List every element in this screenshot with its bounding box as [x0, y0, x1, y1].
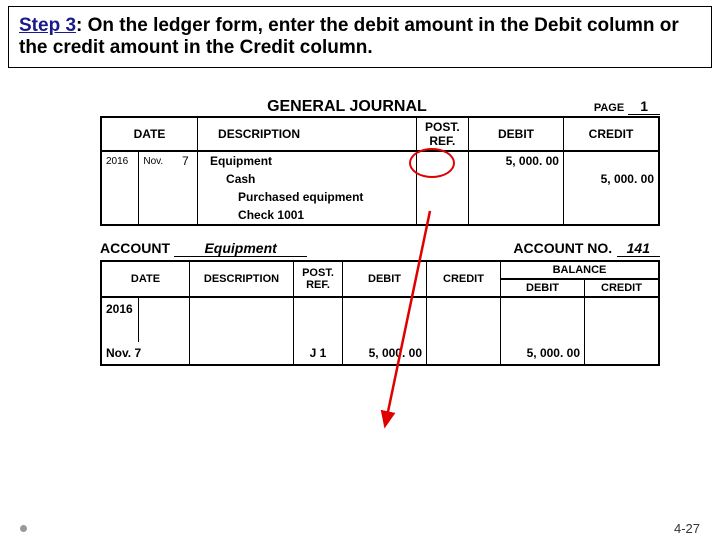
cell-desc3: Purchased equipment	[198, 188, 417, 206]
page-footer: 4-27	[674, 521, 700, 536]
lcell-debit: 5, 000. 00	[343, 342, 427, 365]
footer-bullet-icon	[20, 525, 27, 532]
lcol-debit: DEBIT	[343, 261, 427, 297]
col-postref: POST. REF.	[416, 117, 468, 151]
table-row: 2016	[101, 297, 659, 320]
table-row: 2016 Nov. 7 Equipment 5, 000. 00	[101, 151, 659, 170]
col-date: DATE	[101, 117, 198, 151]
cell-postref1	[416, 151, 468, 170]
instruction-text: : On the ledger form, enter the debit am…	[19, 15, 679, 58]
ledger-account: ACCOUNT Equipment ACCOUNT NO. 141 DATE D…	[100, 240, 660, 366]
account-no-label: ACCOUNT NO.	[513, 240, 612, 256]
lcol-date: DATE	[101, 261, 190, 297]
cell-desc4: Check 1001	[198, 206, 417, 225]
lcell-year: 2016	[101, 297, 139, 320]
col-debit: DEBIT	[469, 117, 564, 151]
account-no: 141	[617, 240, 660, 257]
ledger-table: DATE DESCRIPTION POST. REF. DEBIT CREDIT…	[100, 260, 660, 366]
journal-table: DATE DESCRIPTION POST. REF. DEBIT CREDIT…	[100, 116, 660, 226]
cell-day: 7	[174, 151, 198, 170]
cell-desc2: Cash	[198, 170, 417, 188]
table-row: Nov. 7 J 1 5, 000. 00 5, 000. 00	[101, 342, 659, 365]
account-name: Equipment	[174, 240, 306, 257]
red-circle	[409, 148, 455, 178]
step-label: Step 3	[19, 15, 76, 36]
lcol-desc: DESCRIPTION	[190, 261, 294, 297]
lcol-credit: CREDIT	[427, 261, 501, 297]
lcell-baldebit: 5, 000. 00	[501, 342, 585, 365]
cell-credit2: 5, 000. 00	[563, 170, 659, 188]
instruction-box: Step 3: On the ledger form, enter the de…	[8, 6, 712, 68]
cell-debit1: 5, 000. 00	[469, 151, 564, 170]
col-description: DESCRIPTION	[198, 117, 417, 151]
table-row: Check 1001	[101, 206, 659, 225]
general-journal: GENERAL JOURNAL PAGE 1 DATE DESCRIPTION …	[100, 98, 660, 226]
lcell-monthday: Nov. 7	[101, 342, 190, 365]
account-label: ACCOUNT	[100, 240, 170, 256]
page-label: PAGE	[594, 102, 624, 114]
lcol-balcredit: CREDIT	[585, 279, 660, 297]
cell-credit1	[563, 151, 659, 170]
journal-title: GENERAL JOURNAL	[100, 98, 594, 116]
cell-desc1: Equipment	[198, 151, 417, 170]
table-row: Cash 5, 000. 00	[101, 170, 659, 188]
table-row: Purchased equipment	[101, 188, 659, 206]
cell-year: 2016	[101, 151, 139, 170]
cell-month: Nov.	[139, 151, 174, 170]
lcol-postref: POST. REF.	[294, 261, 343, 297]
col-credit: CREDIT	[563, 117, 659, 151]
lcol-baldebit: DEBIT	[501, 279, 585, 297]
lcol-balance: BALANCE	[501, 261, 660, 279]
page-value: 1	[628, 98, 660, 115]
lcell-postref: J 1	[294, 342, 343, 365]
